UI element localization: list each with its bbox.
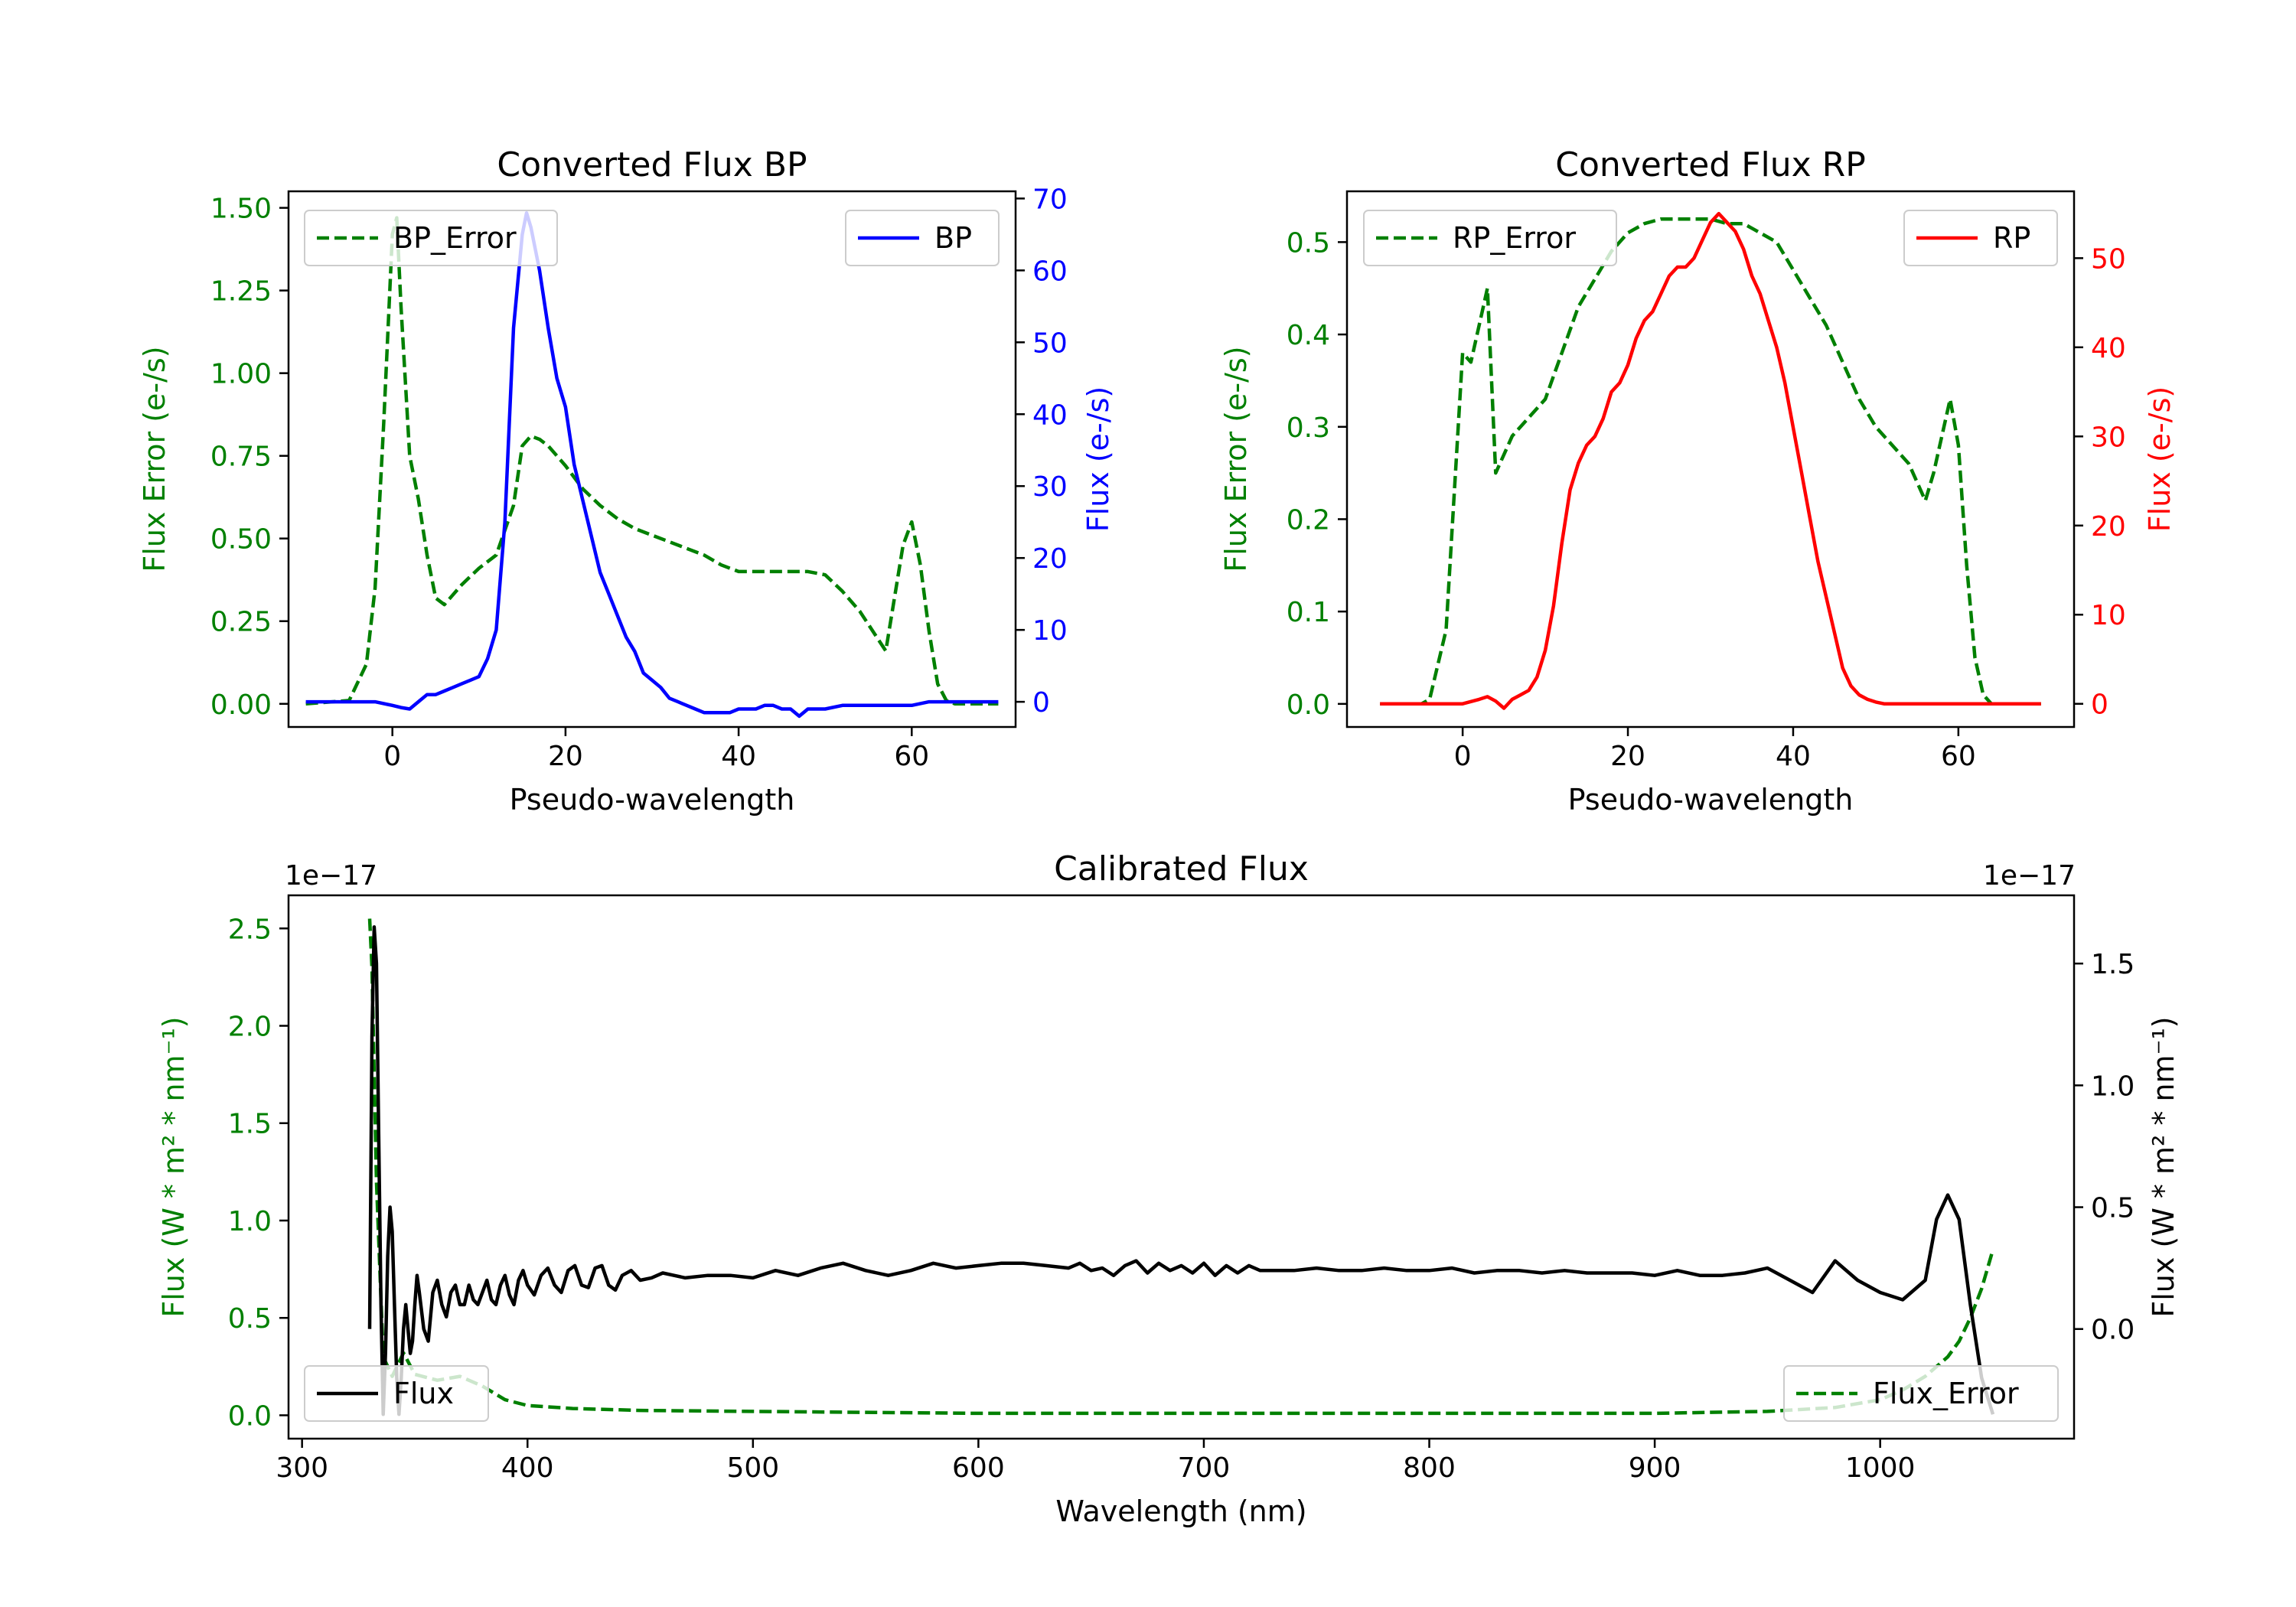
y-left-tick-label: 1.25: [210, 276, 272, 308]
y-right-axis-label: Flux (e-/s): [1081, 386, 1115, 532]
y-left-tick-label: 0.5: [228, 1303, 272, 1335]
y-left-tick-label: 0.5: [1287, 227, 1330, 259]
y-right-tick-label: 0: [2091, 689, 2108, 721]
legend-label: Flux: [393, 1377, 454, 1410]
legend-box: [1783, 1365, 2059, 1422]
x-tick-label: 40: [721, 741, 756, 772]
x-tick-label: 900: [1629, 1452, 1681, 1484]
legend-label: RP_Error: [1453, 221, 1576, 255]
x-tick-label: 300: [276, 1452, 328, 1484]
axes-frame: [1345, 190, 2076, 729]
y-right-tick-label: 50: [2091, 243, 2126, 275]
y-right-tick-label: 0: [1032, 687, 1050, 719]
y-right-tick-label: 0.5: [2091, 1193, 2135, 1224]
y-right-tick-label: 30: [1032, 471, 1068, 503]
y-left-tick-label: 1.0: [228, 1206, 272, 1237]
y-left-axis-label: Flux (W * m² * nm⁻¹): [157, 1016, 191, 1317]
y-left-tick-label: 0.25: [210, 607, 272, 638]
legend-box: [1903, 210, 2058, 266]
y-right-tick-label: 10: [2091, 600, 2126, 631]
x-tick-label: 400: [501, 1452, 554, 1484]
x-tick-label: 40: [1776, 741, 1811, 772]
y-right-tick-label: 20: [1032, 543, 1068, 575]
chart-title: Calibrated Flux: [1054, 849, 1309, 888]
y-right-tick-label: 1.5: [2091, 949, 2135, 980]
y-right-tick-label: 0.0: [2091, 1315, 2135, 1346]
legend-left: RP_Error: [1363, 210, 1617, 266]
y-left-tick-label: 0.1: [1287, 597, 1330, 628]
y-left-tick-label: 1.00: [210, 359, 272, 390]
chart-bp: 0 20 40 60 0.00 0.25 0.50 0.75 1.00 1.25 1.50 0 10 20…: [138, 145, 1115, 817]
legend-label: Flux_Error: [1873, 1377, 2019, 1410]
x-tick-label: 500: [726, 1452, 779, 1484]
y-left-tick-label: 2.0: [228, 1012, 272, 1043]
series-line-flux-error: [367, 918, 1995, 1416]
x-tick-label: 20: [1610, 741, 1645, 772]
chart-calibrated: 300 400 500 600 700 800 900 1000 0.0 0.5 1.0 1.5 2.0…: [157, 849, 2180, 1528]
y-right-tick-label: 40: [1032, 399, 1068, 431]
y-left-tick-label: 0.0: [228, 1400, 272, 1432]
y-left-tick-label: 0.4: [1287, 320, 1330, 351]
series-line-flux: [367, 925, 1995, 1416]
x-tick-label: 0: [1454, 741, 1472, 772]
y-left-tick-label: 0.50: [210, 524, 272, 556]
chart-title: Converted Flux RP: [1555, 145, 1866, 184]
x-tick-label: 700: [1178, 1452, 1231, 1484]
x-tick-label: 60: [1941, 741, 1976, 772]
y-right-offset-label: 1e−17: [1983, 860, 2076, 892]
x-axis-label: Pseudo-wavelength: [510, 783, 795, 817]
legend-box: [1363, 210, 1617, 266]
legend-label: BP_Error: [393, 221, 517, 255]
legend-right: BP: [845, 210, 1000, 266]
y-left-tick-label: 0.2: [1287, 504, 1330, 536]
legend-box: [845, 210, 1000, 266]
axes-frame: [287, 894, 2076, 1440]
y-left-axis-label: Flux Error (e-/s): [1219, 346, 1253, 572]
y-right-axis-label: Flux (e-/s): [2143, 386, 2177, 532]
y-left-offset-label: 1e−17: [285, 860, 377, 892]
y-left-tick-label: 0.0: [1287, 689, 1330, 721]
x-axis-label: Pseudo-wavelength: [1568, 783, 1854, 817]
x-tick-label: 20: [548, 741, 583, 772]
y-left-tick-label: 0.75: [210, 442, 272, 473]
y-left-tick-label: 0.3: [1287, 412, 1330, 444]
x-tick-label: 1000: [1845, 1452, 1916, 1484]
legend-label: RP: [1993, 221, 2030, 255]
legend-label: BP: [934, 221, 972, 255]
x-tick-label: 60: [894, 741, 929, 772]
legend-left: BP_Error: [304, 210, 558, 266]
x-axis-label: Wavelength (nm): [1055, 1495, 1306, 1528]
y-right-tick-label: 30: [2091, 422, 2126, 453]
series-line-rp-error: [1380, 217, 2041, 706]
series-line-rp: [1380, 211, 2041, 710]
y-left-tick-label: 1.50: [210, 194, 272, 225]
y-right-axis-label: Flux (W * m² * nm⁻¹): [2147, 1016, 2180, 1317]
y-left-tick-label: 0.00: [210, 689, 272, 721]
y-left-tick-label: 2.5: [228, 914, 272, 945]
series-line-bp: [305, 210, 999, 719]
axes-frame: [287, 190, 1017, 729]
legend-box: [304, 1365, 489, 1422]
legend-right: Flux_Error: [1783, 1365, 2059, 1422]
legend-right: RP: [1903, 210, 2058, 266]
chart-title: Converted Flux BP: [497, 145, 807, 184]
x-tick-label: 0: [383, 741, 401, 772]
legend-box: [304, 210, 558, 266]
x-tick-label: 800: [1403, 1452, 1456, 1484]
chart-rp: 0 20 40 60 0.0 0.1 0.2 0.3 0.4 0.5 0 10 20 30 40 50 Conv…: [1219, 145, 2177, 817]
y-left-tick-label: 1.5: [228, 1109, 272, 1140]
y-right-tick-label: 50: [1032, 328, 1068, 359]
y-right-tick-label: 60: [1032, 256, 1068, 287]
y-right-tick-label: 10: [1032, 615, 1068, 647]
y-right-tick-label: 20: [2091, 511, 2126, 543]
y-right-tick-label: 70: [1032, 184, 1068, 215]
x-tick-label: 600: [952, 1452, 1005, 1484]
y-left-axis-label: Flux Error (e-/s): [138, 346, 171, 572]
series-line-bp-error: [305, 216, 999, 706]
legend-left: Flux: [304, 1365, 489, 1422]
y-right-tick-label: 1.0: [2091, 1071, 2135, 1102]
y-right-tick-label: 40: [2091, 333, 2126, 364]
